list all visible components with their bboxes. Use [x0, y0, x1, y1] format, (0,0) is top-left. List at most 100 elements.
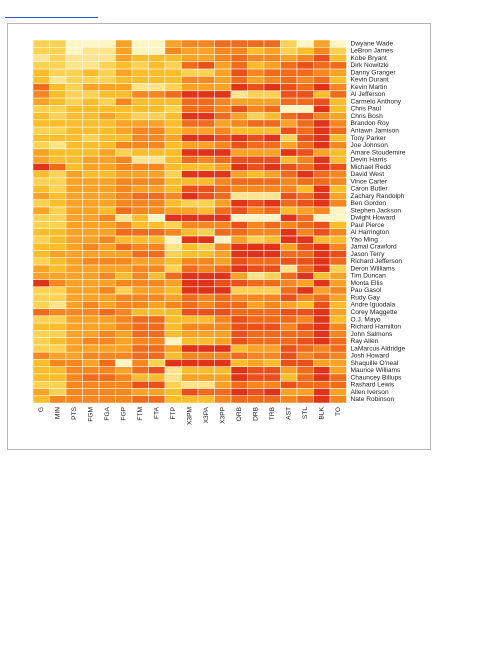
- heat-cell: [197, 68, 215, 77]
- heat-cell: [313, 163, 331, 171]
- row-label: Joe Johnson: [351, 142, 389, 149]
- heat-cell: [164, 264, 182, 273]
- heat-cell: [82, 97, 100, 106]
- heat-cell: [230, 105, 248, 113]
- heat-cell: [32, 293, 50, 302]
- heat-cell: [181, 83, 199, 92]
- column-label: X3PM: [187, 407, 194, 425]
- heat-cell: [65, 141, 83, 150]
- heat-cell: [197, 39, 215, 48]
- heat-cell: [98, 359, 116, 367]
- heat-cell: [32, 344, 50, 353]
- heat-cell: [49, 213, 67, 222]
- heat-cell: [197, 61, 215, 70]
- heat-cell: [65, 293, 83, 302]
- heat-cell: [164, 315, 182, 324]
- column-label: PTS: [71, 406, 78, 419]
- heat-cell: [247, 395, 265, 404]
- heat-cell: [197, 184, 215, 193]
- heat-cell: [263, 112, 281, 121]
- heat-cell: [313, 54, 331, 63]
- heat-cell: [181, 213, 199, 222]
- row-label: Stephen Jackson: [351, 207, 402, 214]
- heat-cell: [181, 243, 199, 251]
- heat-cell: [32, 134, 50, 142]
- heat-cell: [296, 54, 314, 63]
- heat-cell: [313, 68, 331, 77]
- heat-cell: [164, 380, 182, 389]
- heat-cell: [313, 235, 331, 244]
- heat-cell: [263, 330, 281, 338]
- heat-cell: [329, 243, 347, 251]
- heat-cell: [131, 337, 149, 346]
- heat-cell: [148, 301, 166, 309]
- heat-cell: [98, 286, 116, 295]
- heat-cell: [230, 380, 248, 389]
- heat-cell: [280, 322, 298, 331]
- heat-cell: [98, 199, 116, 208]
- heat-cell: [115, 97, 133, 106]
- heat-cell: [329, 119, 347, 128]
- heat-cell: [98, 228, 116, 237]
- heat-cell: [181, 170, 199, 179]
- heat-cell: [131, 126, 149, 135]
- heat-cell: [313, 90, 331, 99]
- heat-cell: [164, 308, 182, 317]
- heat-cell: [230, 97, 248, 106]
- heat-cell: [65, 112, 83, 121]
- heat-cell: [329, 141, 347, 150]
- heat-cell: [49, 330, 67, 338]
- heat-cell: [131, 90, 149, 99]
- heat-cell: [230, 221, 248, 230]
- heat-cell: [181, 97, 199, 106]
- heat-cell: [263, 257, 281, 266]
- heat-cell: [247, 192, 265, 200]
- heat-cell: [181, 134, 199, 142]
- heat-cell: [197, 359, 215, 367]
- heat-cell: [49, 250, 67, 259]
- heat-cell: [164, 286, 182, 295]
- heat-cell: [313, 199, 331, 208]
- heat-cell: [214, 344, 232, 353]
- heat-cell: [247, 272, 265, 280]
- heat-cell: [148, 134, 166, 142]
- heat-cell: [263, 264, 281, 273]
- heat-cell: [65, 68, 83, 77]
- heat-cell: [263, 126, 281, 135]
- heat-cell: [98, 301, 116, 309]
- heat-cell: [247, 308, 265, 317]
- heat-cell: [148, 163, 166, 171]
- heat-cell: [131, 344, 149, 353]
- heat-cell: [115, 221, 133, 230]
- heat-cell: [32, 177, 50, 186]
- heat-cell: [313, 97, 331, 106]
- heat-cell: [65, 148, 83, 157]
- heat-cell: [313, 83, 331, 92]
- heat-cell: [329, 250, 347, 259]
- row-label: Tony Parker: [351, 135, 387, 142]
- heat-cell: [296, 373, 314, 382]
- heat-cell: [296, 388, 314, 396]
- heat-cell: [32, 337, 50, 346]
- row-label: Shaquille O'neal: [351, 360, 399, 367]
- heat-cell: [148, 373, 166, 382]
- heat-cell: [214, 97, 232, 106]
- heat-cell: [32, 148, 50, 157]
- heat-cell: [82, 373, 100, 382]
- heat-cell: [247, 337, 265, 346]
- heat-cell: [296, 184, 314, 193]
- row-label: Josh Howard: [351, 353, 390, 360]
- heat-cell: [214, 330, 232, 338]
- heat-cell: [313, 308, 331, 317]
- heat-cell: [214, 322, 232, 331]
- heat-cell: [82, 148, 100, 157]
- heat-cell: [148, 192, 166, 200]
- heat-cell: [247, 235, 265, 244]
- heat-cell: [329, 301, 347, 309]
- heat-cell: [230, 235, 248, 244]
- row-label: Nate Robinson: [351, 396, 395, 403]
- heat-cell: [131, 301, 149, 309]
- heat-cell: [181, 351, 199, 360]
- heat-cell: [49, 315, 67, 324]
